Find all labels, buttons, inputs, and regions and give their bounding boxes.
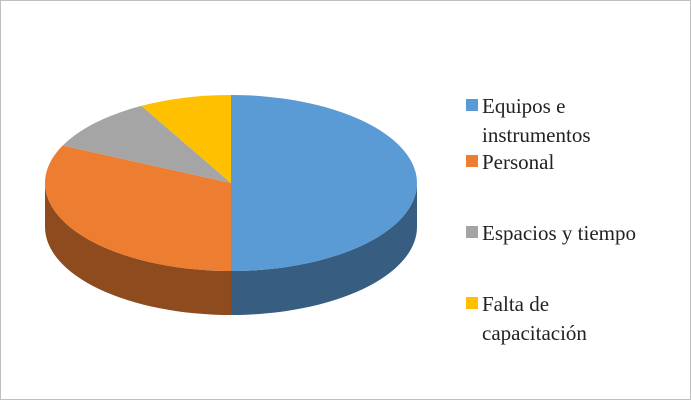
legend-swatch [466, 297, 478, 309]
legend-label: Equipos e instrumentos [482, 94, 591, 147]
slice [62, 105, 232, 183]
legend-item: Equipos e instrumentos [466, 92, 676, 150]
slice [141, 95, 231, 183]
legend-label: Personal [482, 150, 555, 174]
legend-label: Falta de capacitación [482, 292, 587, 345]
slice [44, 145, 231, 271]
legend-item: Personal [466, 148, 676, 177]
slice [231, 95, 417, 271]
legend-label: Espacios y tiempo [482, 221, 636, 245]
legend-swatch [466, 155, 478, 167]
legend-swatch [466, 99, 478, 111]
legend-item: Falta de capacitación [466, 290, 676, 348]
legend-item: Espacios y tiempo [466, 219, 676, 248]
slice-side [45, 183, 231, 315]
slice-side [231, 183, 417, 315]
legend-swatch [466, 226, 478, 238]
